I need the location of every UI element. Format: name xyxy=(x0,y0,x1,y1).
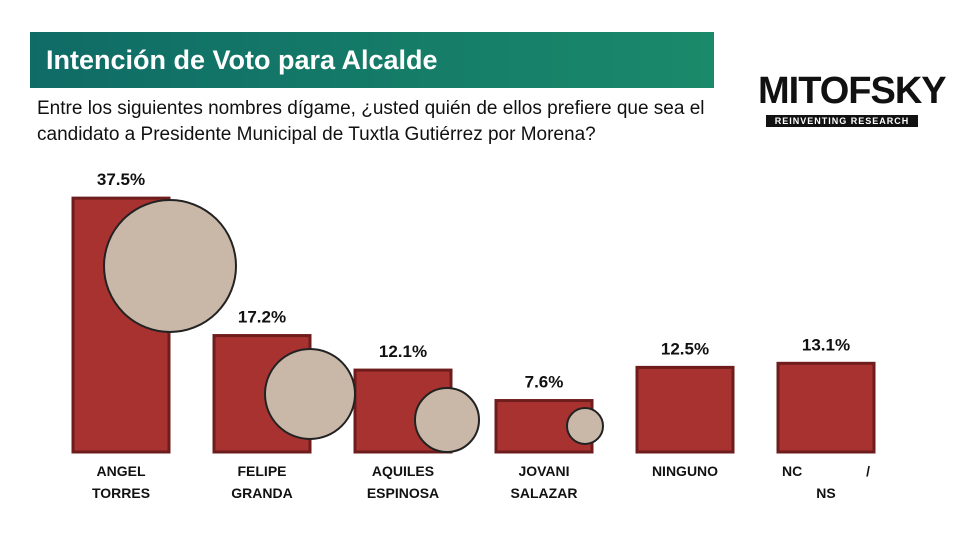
category-label: NC / NS xyxy=(782,463,870,501)
subtitle: Entre los siguientes nombres dígame, ¿us… xyxy=(37,98,705,145)
value-label: 12.5% xyxy=(661,339,709,358)
category-label: JOVANI SALAZAR xyxy=(510,463,578,501)
logo-tagline: REINVENTING RESEARCH xyxy=(766,115,918,127)
value-label: 37.5% xyxy=(97,170,145,189)
bar xyxy=(776,361,876,454)
candidate-photo xyxy=(103,199,237,333)
value-label: 13.1% xyxy=(802,335,850,354)
value-label: 7.6% xyxy=(525,373,564,392)
category-label: AQUILES ESPINOSA xyxy=(366,463,440,501)
candidate-photo xyxy=(414,387,480,453)
value-label: 12.1% xyxy=(379,342,427,361)
candidate-photo xyxy=(264,348,356,440)
value-label: 17.2% xyxy=(238,308,286,327)
category-label: NINGUNO xyxy=(651,463,719,479)
category-label: FELIPE GRANDA xyxy=(231,463,293,501)
logo: MITOFSKY xyxy=(758,70,947,112)
title: Intención de Voto para Alcalde xyxy=(30,32,714,88)
category-label: ANGEL TORRES xyxy=(91,463,151,501)
bar xyxy=(635,365,735,454)
candidate-photo xyxy=(566,407,604,445)
